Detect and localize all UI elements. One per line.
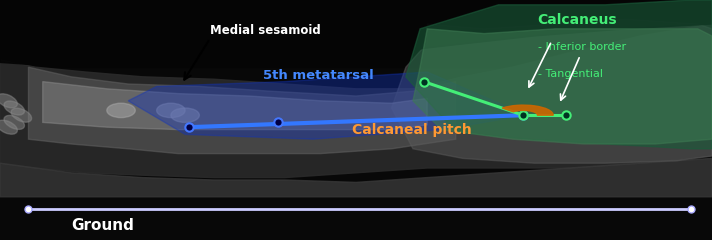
Ellipse shape	[171, 108, 199, 122]
Wedge shape	[502, 105, 553, 115]
Text: Calcaneal pitch: Calcaneal pitch	[352, 123, 472, 137]
Polygon shape	[0, 0, 712, 67]
Polygon shape	[128, 72, 527, 139]
Polygon shape	[392, 19, 712, 163]
Ellipse shape	[157, 103, 185, 118]
Ellipse shape	[4, 115, 24, 129]
Ellipse shape	[107, 103, 135, 118]
Ellipse shape	[0, 120, 17, 134]
Polygon shape	[0, 158, 712, 197]
Text: 5th metatarsal: 5th metatarsal	[263, 69, 375, 82]
Polygon shape	[0, 24, 712, 178]
Ellipse shape	[4, 101, 24, 115]
Text: Calcaneus: Calcaneus	[538, 13, 617, 27]
Text: - Tangential: - Tangential	[538, 69, 602, 79]
Text: Medial sesamoid: Medial sesamoid	[210, 24, 321, 36]
Ellipse shape	[0, 94, 17, 108]
Polygon shape	[413, 29, 712, 144]
Polygon shape	[406, 0, 712, 149]
Text: Ground: Ground	[71, 218, 134, 233]
Polygon shape	[28, 67, 456, 154]
Ellipse shape	[11, 108, 31, 122]
Text: - Inferior border: - Inferior border	[538, 42, 626, 52]
Polygon shape	[43, 82, 427, 130]
